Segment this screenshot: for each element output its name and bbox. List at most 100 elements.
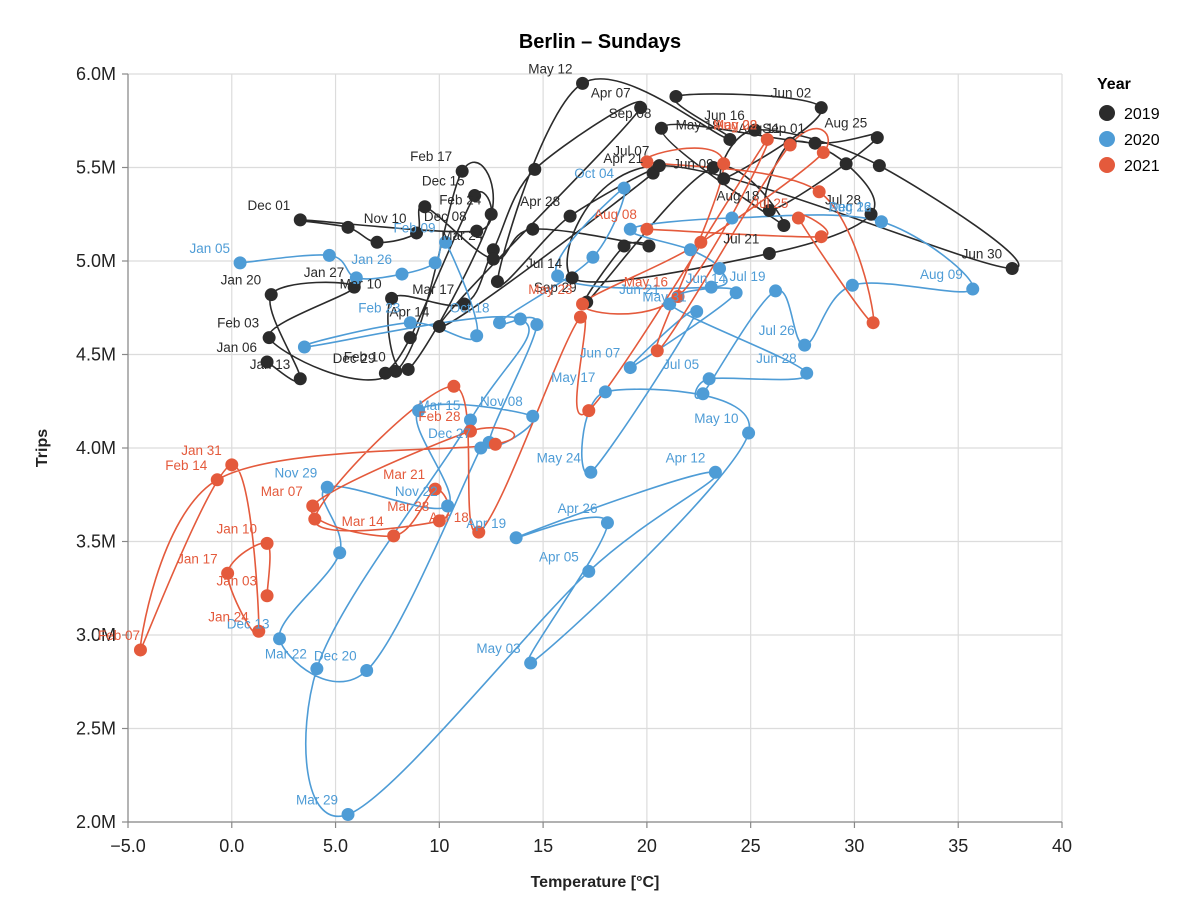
data-point[interactable] xyxy=(260,355,274,369)
data-point[interactable] xyxy=(526,222,540,236)
data-point[interactable] xyxy=(474,441,488,455)
data-point[interactable] xyxy=(432,319,446,333)
data-point[interactable] xyxy=(490,275,504,289)
data-point[interactable] xyxy=(640,155,654,169)
data-point[interactable] xyxy=(623,222,637,236)
data-point[interactable] xyxy=(1005,261,1019,275)
data-point[interactable] xyxy=(260,589,274,603)
data-point[interactable] xyxy=(694,235,708,249)
data-point[interactable] xyxy=(654,121,668,135)
data-point[interactable] xyxy=(412,404,426,418)
data-point[interactable] xyxy=(723,132,737,146)
data-point[interactable] xyxy=(708,465,722,479)
data-point[interactable] xyxy=(468,189,482,203)
data-point[interactable] xyxy=(530,318,544,332)
data-point[interactable] xyxy=(814,230,828,244)
data-point[interactable] xyxy=(777,218,791,232)
data-point[interactable] xyxy=(524,656,538,670)
data-point[interactable] xyxy=(493,316,507,330)
data-point[interactable] xyxy=(769,284,783,298)
data-point[interactable] xyxy=(816,146,830,160)
data-point[interactable] xyxy=(293,372,307,386)
data-point[interactable] xyxy=(428,256,442,270)
data-point[interactable] xyxy=(297,340,311,354)
data-point[interactable] xyxy=(472,525,486,539)
data-point[interactable] xyxy=(565,271,579,285)
data-point[interactable] xyxy=(617,181,631,195)
data-point[interactable] xyxy=(395,267,409,281)
data-point[interactable] xyxy=(484,207,498,221)
data-point[interactable] xyxy=(470,224,484,238)
data-point[interactable] xyxy=(683,243,697,257)
data-point[interactable] xyxy=(210,473,224,487)
data-point[interactable] xyxy=(262,331,276,345)
data-point[interactable] xyxy=(640,222,654,236)
data-point[interactable] xyxy=(401,362,415,376)
data-point[interactable] xyxy=(966,282,980,296)
data-point[interactable] xyxy=(748,123,762,137)
data-point[interactable] xyxy=(389,364,403,378)
data-point[interactable] xyxy=(839,157,853,171)
data-point[interactable] xyxy=(798,338,812,352)
data-point[interactable] xyxy=(623,361,637,375)
data-point[interactable] xyxy=(441,499,455,513)
data-point[interactable] xyxy=(634,101,648,115)
data-point[interactable] xyxy=(385,291,399,305)
data-point[interactable] xyxy=(706,161,720,174)
data-point[interactable] xyxy=(582,404,596,418)
data-point[interactable] xyxy=(418,200,432,214)
data-point[interactable] xyxy=(713,261,727,275)
data-point[interactable] xyxy=(584,465,598,479)
data-point[interactable] xyxy=(252,624,266,638)
data-point[interactable] xyxy=(486,252,500,266)
data-point[interactable] xyxy=(306,499,320,513)
data-point[interactable] xyxy=(800,366,814,380)
data-point[interactable] xyxy=(308,512,322,526)
data-point[interactable] xyxy=(812,185,826,199)
data-point[interactable] xyxy=(273,632,287,646)
data-point[interactable] xyxy=(370,235,384,249)
data-point[interactable] xyxy=(742,426,756,440)
data-point[interactable] xyxy=(333,546,347,560)
data-point[interactable] xyxy=(870,131,884,145)
data-point[interactable] xyxy=(360,664,374,678)
data-point[interactable] xyxy=(573,310,587,324)
data-point[interactable] xyxy=(866,316,880,330)
data-point[interactable] xyxy=(387,529,401,543)
data-point[interactable] xyxy=(403,316,417,330)
data-point[interactable] xyxy=(845,278,859,292)
data-point[interactable] xyxy=(791,211,805,225)
data-point[interactable] xyxy=(528,162,542,176)
data-point[interactable] xyxy=(403,331,417,345)
data-point[interactable] xyxy=(486,243,500,257)
data-point[interactable] xyxy=(463,413,477,427)
data-point[interactable] xyxy=(225,458,239,472)
data-point[interactable] xyxy=(642,239,656,253)
data-point[interactable] xyxy=(488,437,502,451)
data-point[interactable] xyxy=(671,290,685,304)
data-point[interactable] xyxy=(729,286,743,300)
data-point[interactable] xyxy=(320,480,334,494)
data-point[interactable] xyxy=(509,531,523,545)
data-point[interactable] xyxy=(600,516,614,530)
data-point[interactable] xyxy=(663,297,677,311)
data-point[interactable] xyxy=(669,89,683,103)
data-point[interactable] xyxy=(783,138,797,152)
data-point[interactable] xyxy=(760,132,774,146)
data-point[interactable] xyxy=(457,297,471,311)
data-point[interactable] xyxy=(322,248,336,262)
data-point[interactable] xyxy=(341,220,355,234)
data-point[interactable] xyxy=(617,239,631,253)
data-point[interactable] xyxy=(455,164,469,178)
data-point[interactable] xyxy=(264,288,278,302)
data-point[interactable] xyxy=(526,409,540,423)
data-point[interactable] xyxy=(704,280,718,294)
data-point[interactable] xyxy=(702,372,716,386)
data-point[interactable] xyxy=(233,256,247,270)
data-point[interactable] xyxy=(410,226,424,240)
data-point[interactable] xyxy=(551,269,565,283)
data-point[interactable] xyxy=(576,76,590,90)
data-point[interactable] xyxy=(428,482,442,496)
data-point[interactable] xyxy=(717,157,731,171)
data-point[interactable] xyxy=(814,101,828,115)
